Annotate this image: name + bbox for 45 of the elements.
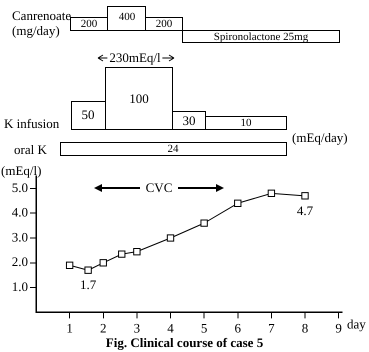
data-label: 1.7 (80, 277, 97, 292)
text: Canrenoate (12, 8, 72, 23)
x-tick-label: 5 (200, 320, 208, 336)
text: 200 (156, 18, 172, 30)
text: K infusion (4, 116, 60, 131)
y-tick-label: 3.0 (12, 229, 28, 244)
text: Spironolactone 25mg (214, 30, 308, 42)
x-tick-label: 4 (167, 320, 174, 336)
x-axis-title: day (347, 316, 366, 332)
y-tick-label: 1.0 (12, 279, 28, 294)
y-axis-title: (mEq/l) (1, 162, 42, 178)
text: (mg/day) (12, 23, 60, 38)
x-tick-label: 2 (100, 320, 107, 336)
point (301, 192, 309, 200)
annotation: CVC (146, 180, 172, 195)
y-tick-label: 2.0 (12, 254, 28, 270)
text: 200 (80, 18, 98, 30)
y-tick-label: 5.0 (12, 180, 28, 195)
point (118, 250, 126, 258)
x-tick-label: 8 (302, 320, 308, 336)
x-tick-label: 9 (335, 320, 342, 336)
text: oral K (14, 142, 47, 157)
x-tick-label: 3 (134, 320, 140, 336)
text: 50 (82, 107, 94, 122)
text: 230mEq/l (107, 50, 163, 65)
x-tick-label: 1 (66, 320, 73, 336)
point (200, 219, 208, 227)
point (84, 266, 92, 274)
text: 30 (182, 113, 196, 128)
text: 24 (168, 143, 178, 155)
x-tick-label: 6 (234, 320, 242, 336)
y-tick-label: 4.0 (12, 204, 28, 220)
text: 10 (240, 117, 252, 129)
point (100, 259, 107, 266)
point (66, 262, 74, 269)
text: (mEq/day) (292, 130, 348, 145)
data-label: 4.7 (296, 202, 314, 218)
x-tick-label: 7 (268, 320, 276, 336)
point (268, 190, 276, 198)
point (133, 248, 141, 256)
text: 400 (118, 11, 136, 23)
point (166, 234, 174, 242)
point (234, 200, 242, 207)
text: 100 (129, 91, 149, 106)
text: Fig. Clinical course of case 5 (104, 335, 264, 351)
